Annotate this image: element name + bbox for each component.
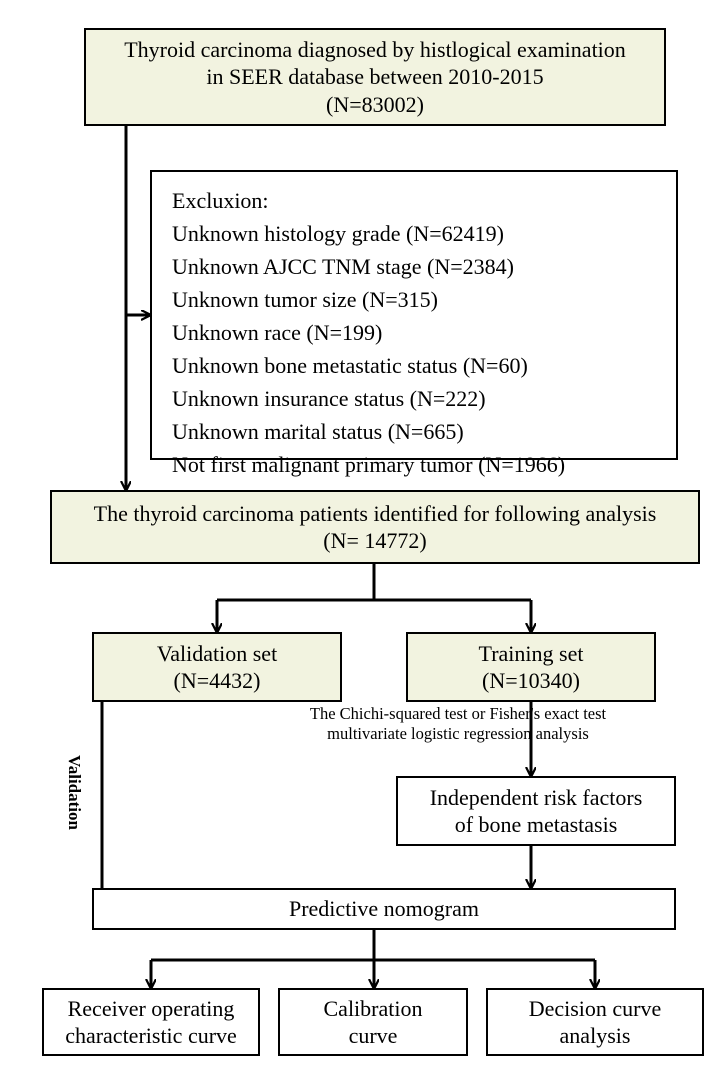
note-line: The Chichi-squared test or Fisher's exac… [278,704,638,724]
box-text-line: (N= 14772) [323,527,426,555]
box-text-line: Independent risk factors [430,784,643,812]
box-text-line: Receiver operating [68,995,235,1023]
box-text-line: in SEER database between 2010-2015 [206,63,543,91]
box-text-line: analysis [560,1022,631,1050]
exclusion-item: Unknown marital status (N=665) [172,415,656,448]
box-text-line: curve [349,1022,398,1050]
note-line: multivariate logistic regression analysi… [278,724,638,744]
box-text-line: Thyroid carcinoma diagnosed by histlogic… [124,36,626,64]
exclusion-item: Unknown race (N=199) [172,316,656,349]
box-validation-set: Validation set(N=4432) [92,632,342,702]
analysis-methods-note: The Chichi-squared test or Fisher's exac… [278,704,638,744]
box-text-line: (N=83002) [326,91,424,119]
box-text-line: Calibration [324,995,423,1023]
exclusion-item: Unknown bone metastatic status (N=60) [172,349,656,382]
box-text-line: Validation set [157,640,277,668]
box-predictive-nomogram: Predictive nomogram [92,888,676,930]
box-text-line: (N=4432) [174,667,261,695]
box-text-line: Training set [479,640,584,668]
box-decision-curve: Decision curveanalysis [486,988,704,1056]
box-initial-cohort: Thyroid carcinoma diagnosed by histlogic… [84,28,666,126]
box-text-line: of bone metastasis [455,811,618,839]
box-calibration-curve: Calibrationcurve [278,988,468,1056]
box-risk-factors: Independent risk factorsof bone metastas… [396,776,676,846]
box-identified-cohort: The thyroid carcinoma patients identifie… [50,490,700,564]
box-text-line: Predictive nomogram [289,895,479,923]
flowchart-canvas: Thyroid carcinoma diagnosed by histlogic… [20,20,709,1063]
exclusion-item: Unknown histology grade (N=62419) [172,217,656,250]
exclusion-item: Unknown tumor size (N=315) [172,283,656,316]
exclusion-title: Excluxion: [172,184,656,217]
exclusion-item: Unknown insurance status (N=222) [172,382,656,415]
box-roc-curve: Receiver operatingcharacteristic curve [42,988,260,1056]
box-training-set: Training set(N=10340) [406,632,656,702]
box-text-line: (N=10340) [482,667,580,695]
exclusion-item: Unknown AJCC TNM stage (N=2384) [172,250,656,283]
box-exclusion-criteria: Excluxion: Unknown histology grade (N=62… [150,170,678,460]
validation-rotated-label: Validation [64,755,84,830]
box-text-line: Decision curve [529,995,662,1023]
box-text-line: characteristic curve [65,1022,237,1050]
exclusion-item: Not first malignant primary tumor (N=196… [172,448,656,481]
box-text-line: The thyroid carcinoma patients identifie… [94,500,657,528]
